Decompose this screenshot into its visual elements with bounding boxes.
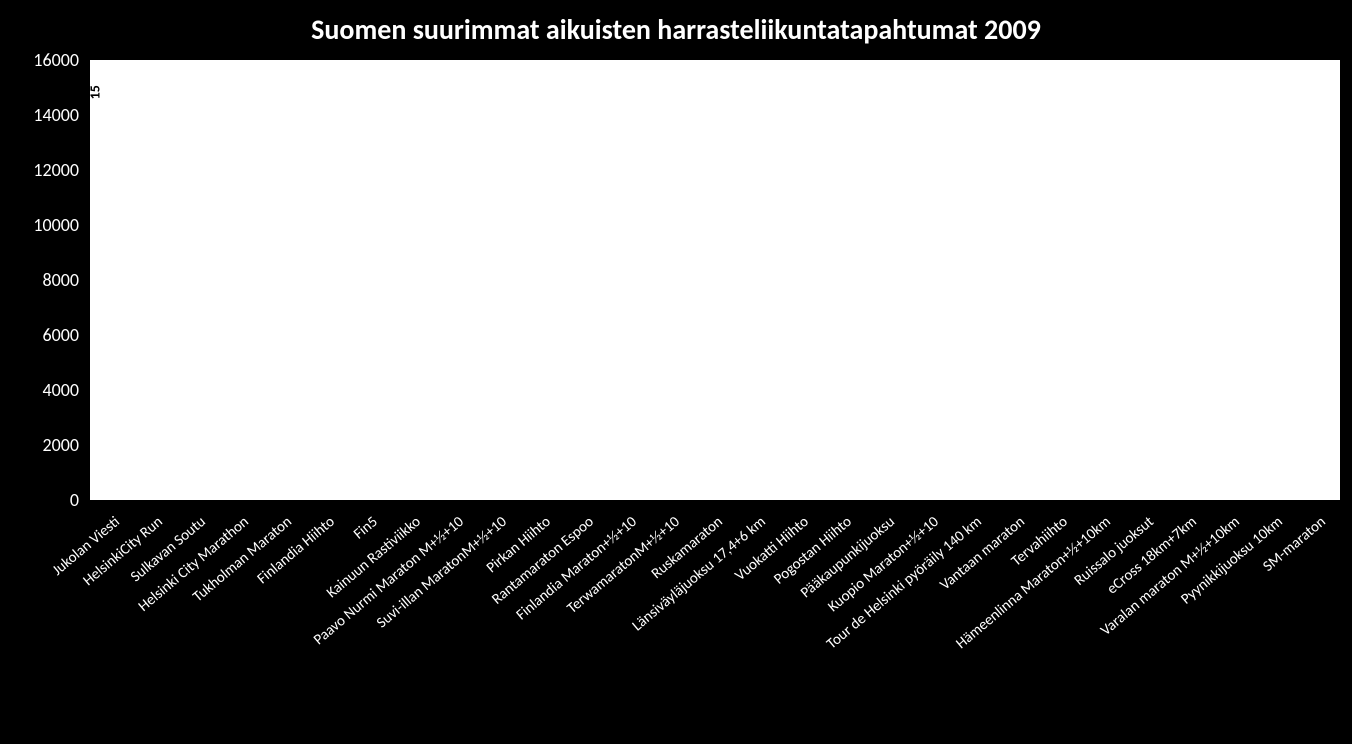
x-axis-labels: Jukolan ViestiHelsinkiCity RunSulkavan S… <box>90 505 1340 735</box>
bar-value-label: 15 <box>86 86 103 100</box>
bar <box>700 368 730 500</box>
bar <box>1260 459 1290 500</box>
y-tick-label: 8000 <box>0 269 79 291</box>
bar <box>657 363 687 501</box>
bar: 15 <box>96 88 126 501</box>
y-tick-label: 0 <box>0 489 79 511</box>
bar <box>743 376 773 500</box>
bar <box>1088 431 1118 500</box>
bar <box>1303 467 1333 500</box>
bar <box>1174 445 1204 500</box>
bar <box>441 321 471 500</box>
bar <box>312 280 342 500</box>
bar <box>226 253 256 501</box>
bar <box>1217 451 1247 501</box>
y-tick-label: 2000 <box>0 434 79 456</box>
bars-container: 15 <box>90 60 1340 500</box>
bar <box>571 349 601 500</box>
bar <box>355 294 385 500</box>
y-axis-ticks: 0200040006000800010000120001400016000 <box>0 60 85 500</box>
bar <box>528 341 558 501</box>
bar <box>183 225 213 500</box>
bar <box>829 390 859 500</box>
bar <box>786 385 816 501</box>
bar <box>1045 423 1075 500</box>
bar <box>1002 418 1032 501</box>
bar <box>614 357 644 500</box>
bar <box>484 335 514 500</box>
chart-title: Suomen suurimmat aikuisten harrasteliiku… <box>0 12 1352 47</box>
bar <box>398 308 428 501</box>
y-tick-label: 6000 <box>0 324 79 346</box>
bar <box>269 266 299 500</box>
x-tick-label: Fin5 <box>350 513 381 543</box>
bar <box>872 396 902 501</box>
y-tick-label: 12000 <box>0 159 79 181</box>
chart-container: Suomen suurimmat aikuisten harrasteliiku… <box>0 0 1352 744</box>
y-tick-label: 16000 <box>0 49 79 71</box>
y-tick-label: 14000 <box>0 104 79 126</box>
bar <box>959 412 989 500</box>
plot-area: 15 <box>90 60 1340 500</box>
bar <box>915 404 945 500</box>
y-tick-label: 4000 <box>0 379 79 401</box>
bar <box>140 170 170 500</box>
y-tick-label: 10000 <box>0 214 79 236</box>
bar <box>1131 440 1161 501</box>
